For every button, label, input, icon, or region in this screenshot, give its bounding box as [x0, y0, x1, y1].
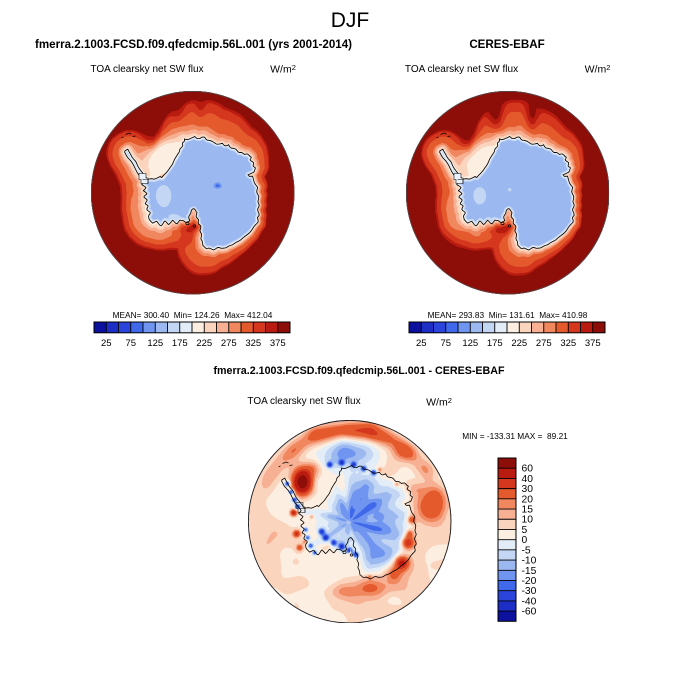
svg-text:175: 175	[486, 339, 502, 350]
svg-text:25: 25	[415, 339, 426, 350]
svg-text:15: 15	[521, 504, 533, 515]
svg-text:175: 175	[171, 339, 187, 350]
svg-text:275: 275	[535, 339, 551, 350]
svg-text:325: 325	[245, 339, 261, 350]
svg-text:75: 75	[125, 339, 136, 350]
svg-text:0: 0	[521, 535, 527, 546]
svg-text:375: 375	[269, 339, 285, 350]
svg-text:-60: -60	[521, 606, 536, 617]
svg-text:40: 40	[521, 474, 533, 485]
svg-text:-20: -20	[521, 576, 536, 587]
svg-text:-5: -5	[521, 545, 530, 556]
svg-text:60: 60	[521, 463, 533, 474]
svg-text:225: 225	[196, 339, 212, 350]
svg-text:-15: -15	[521, 565, 536, 576]
svg-text:125: 125	[462, 339, 478, 350]
svg-text:125: 125	[147, 339, 163, 350]
svg-text:275: 275	[220, 339, 236, 350]
svg-text:10: 10	[521, 514, 533, 525]
svg-text:-30: -30	[521, 586, 536, 597]
svg-text:20: 20	[521, 494, 533, 505]
svg-text:225: 225	[511, 339, 527, 350]
svg-text:75: 75	[440, 339, 451, 350]
svg-text:375: 375	[584, 339, 600, 350]
svg-text:25: 25	[100, 339, 111, 350]
svg-text:-10: -10	[521, 555, 536, 566]
svg-text:30: 30	[521, 484, 533, 495]
svg-text:-40: -40	[521, 596, 536, 607]
svg-text:5: 5	[521, 525, 527, 536]
svg-text:325: 325	[560, 339, 576, 350]
